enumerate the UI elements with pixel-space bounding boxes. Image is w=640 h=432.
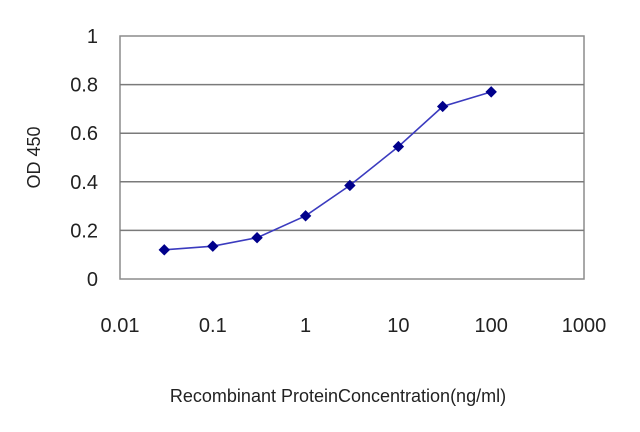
x-axis-title: Recombinant ProteinConcentration(ng/ml) xyxy=(170,386,506,406)
series-line xyxy=(164,91,492,251)
y-tick-label: 0.2 xyxy=(70,220,98,242)
series xyxy=(158,86,497,256)
x-tick-label: 100 xyxy=(475,315,508,337)
data-point xyxy=(158,244,170,256)
y-axis: 0 0.2 0.4 0.6 0.8 1 xyxy=(70,26,98,291)
y-tick-label: 0.8 xyxy=(70,75,98,97)
x-tick-label: 0.1 xyxy=(199,315,227,337)
data-point xyxy=(299,210,312,222)
x-tick-label: 10 xyxy=(387,315,409,337)
data-point xyxy=(344,179,356,192)
data-point xyxy=(485,86,497,98)
x-tick-label: 0.01 xyxy=(101,315,140,337)
gridlines xyxy=(120,83,584,232)
plot-area xyxy=(119,35,585,280)
x-axis: 0.01 0.1 1 10 100 1000 xyxy=(101,315,607,337)
data-point xyxy=(392,140,405,153)
data-point xyxy=(436,100,449,113)
x-tick-label: 1000 xyxy=(562,315,607,337)
y-tick-label: 0.4 xyxy=(70,172,98,194)
data-point xyxy=(251,231,263,244)
y-axis-title: OD 450 xyxy=(24,126,44,188)
y-tick-label: 0.6 xyxy=(70,123,98,145)
y-tick-label: 1 xyxy=(87,26,98,48)
data-point xyxy=(207,240,219,252)
y-tick-label: 0 xyxy=(87,269,98,291)
x-tick-label: 1 xyxy=(300,315,311,337)
